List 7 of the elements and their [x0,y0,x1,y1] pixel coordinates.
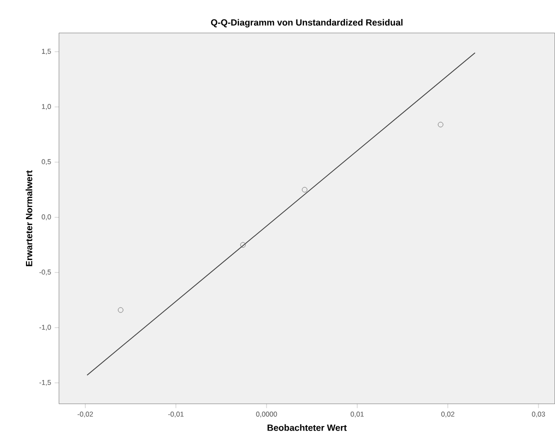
y-axis-title: Erwarteter Normalwert [26,170,32,266]
point [438,122,444,128]
point [240,242,246,248]
chart-title: Q-Q-Diagramm von Unstandardized Residual [211,19,402,28]
point [118,307,124,313]
point [302,187,308,192]
x-axis-title: Beobachteter Wert [268,424,347,431]
